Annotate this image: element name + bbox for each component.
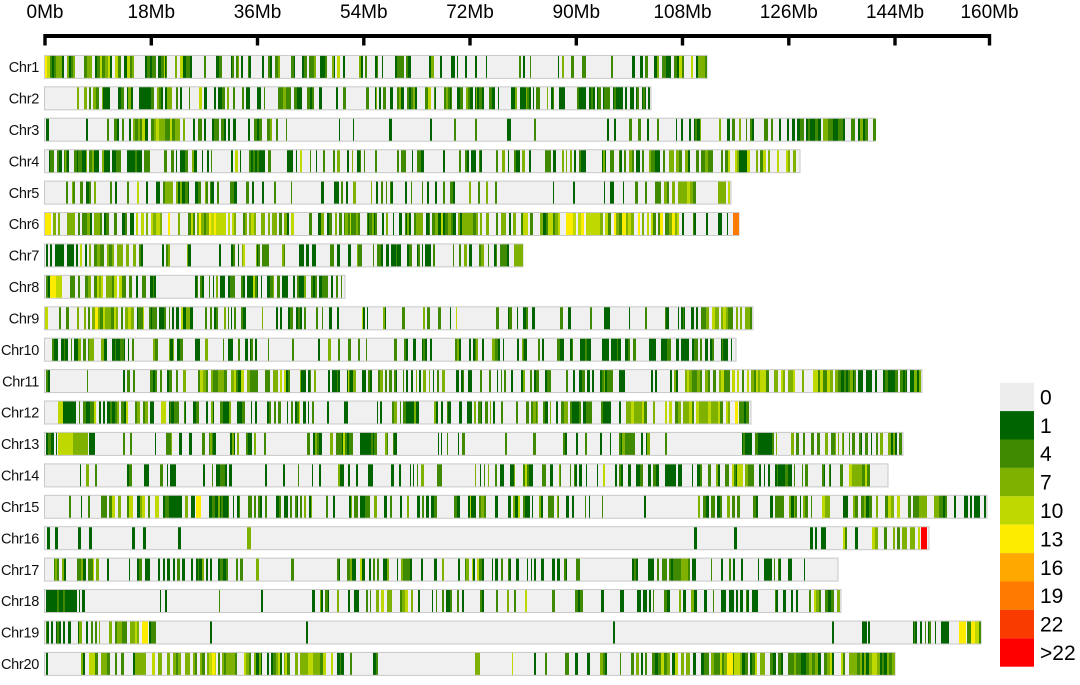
svg-text:Chr1: Chr1: [9, 60, 39, 76]
svg-text:Chr3: Chr3: [9, 123, 39, 139]
svg-text:Chr14: Chr14: [1, 469, 39, 485]
svg-text:Chr6: Chr6: [9, 217, 39, 233]
svg-text:Chr2: Chr2: [9, 92, 39, 108]
svg-text:54Mb: 54Mb: [340, 2, 388, 23]
svg-text:19: 19: [1040, 585, 1063, 608]
svg-text:Chr4: Chr4: [9, 154, 39, 170]
svg-text:Chr11: Chr11: [2, 374, 39, 390]
svg-text:Chr15: Chr15: [1, 500, 39, 516]
svg-text:Chr16: Chr16: [1, 531, 39, 547]
svg-text:Chr17: Chr17: [1, 563, 39, 579]
svg-text:108Mb: 108Mb: [653, 2, 711, 23]
svg-text:Chr19: Chr19: [1, 626, 39, 642]
svg-text:Chr5: Chr5: [9, 186, 39, 202]
svg-text:4: 4: [1040, 443, 1052, 466]
svg-text:22: 22: [1040, 614, 1063, 637]
svg-text:Chr18: Chr18: [1, 594, 39, 610]
svg-text:Chr10: Chr10: [1, 343, 39, 359]
svg-text:Chr20: Chr20: [1, 657, 39, 673]
svg-text:Chr12: Chr12: [1, 406, 39, 422]
svg-text:144Mb: 144Mb: [866, 2, 924, 23]
svg-text:36Mb: 36Mb: [234, 2, 282, 23]
svg-text:160Mb: 160Mb: [960, 2, 1018, 23]
svg-text:Chr9: Chr9: [9, 312, 39, 328]
svg-text:0: 0: [1040, 386, 1052, 409]
svg-text:Chr13: Chr13: [1, 437, 39, 453]
svg-text:>22: >22: [1040, 642, 1076, 665]
svg-text:16: 16: [1040, 557, 1063, 580]
svg-text:0Mb: 0Mb: [27, 2, 64, 23]
svg-text:1: 1: [1040, 415, 1052, 438]
svg-text:Chr7: Chr7: [9, 249, 39, 265]
svg-text:13: 13: [1040, 528, 1063, 551]
svg-text:Chr8: Chr8: [9, 280, 39, 296]
svg-text:126Mb: 126Mb: [760, 2, 818, 23]
svg-text:7: 7: [1040, 472, 1052, 495]
svg-text:18Mb: 18Mb: [128, 2, 176, 23]
svg-text:72Mb: 72Mb: [446, 2, 494, 23]
svg-text:10: 10: [1040, 500, 1063, 523]
svg-text:90Mb: 90Mb: [553, 2, 601, 23]
